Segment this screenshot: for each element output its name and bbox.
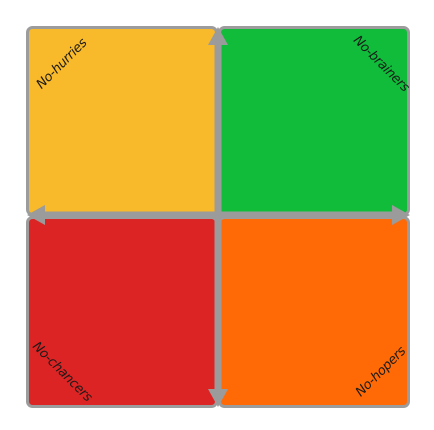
- quadrant-bottom-left: [26, 216, 218, 408]
- arrow-right-icon: [392, 205, 410, 225]
- arrow-down-icon: [208, 389, 228, 407]
- arrow-left-icon: [27, 205, 45, 225]
- arrow-up-icon: [208, 27, 228, 45]
- quadrant-top-left: [26, 26, 218, 216]
